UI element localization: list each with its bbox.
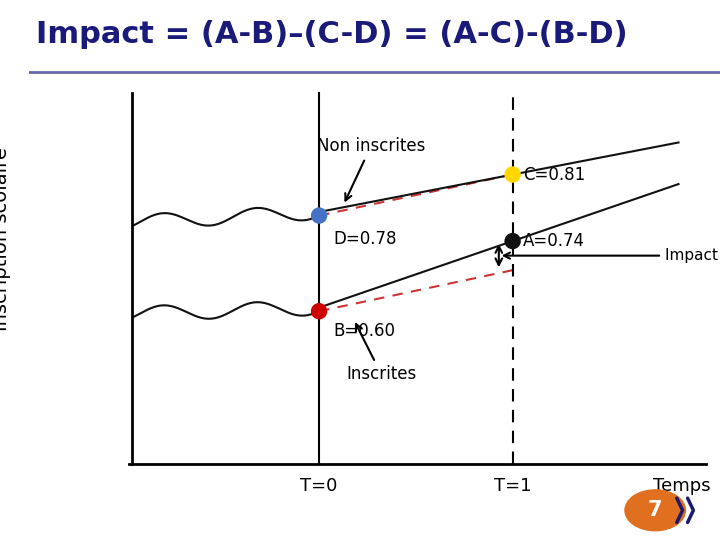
Text: A=0.74: A=0.74 xyxy=(523,232,585,250)
Text: C=0.81: C=0.81 xyxy=(523,166,585,184)
Text: T=0: T=0 xyxy=(300,477,338,495)
Point xyxy=(313,211,325,220)
Text: D=0.78: D=0.78 xyxy=(333,230,397,248)
Text: Impact = (A-B)–(C-D) = (A-C)-(B-D): Impact = (A-B)–(C-D) = (A-C)-(B-D) xyxy=(36,19,627,49)
Text: 7: 7 xyxy=(648,500,662,521)
Point xyxy=(507,237,518,245)
Circle shape xyxy=(625,490,685,531)
Text: Inscription scolaire: Inscription scolaire xyxy=(0,147,11,331)
Text: T=1: T=1 xyxy=(494,477,531,495)
Text: Non inscrites: Non inscrites xyxy=(317,137,425,200)
Point xyxy=(313,307,325,315)
Text: B=0.60: B=0.60 xyxy=(333,322,395,340)
Text: Inscrites: Inscrites xyxy=(346,324,416,383)
Point xyxy=(507,170,518,179)
Text: Temps: Temps xyxy=(653,477,711,495)
Text: Impact = 0.11: Impact = 0.11 xyxy=(504,248,720,263)
